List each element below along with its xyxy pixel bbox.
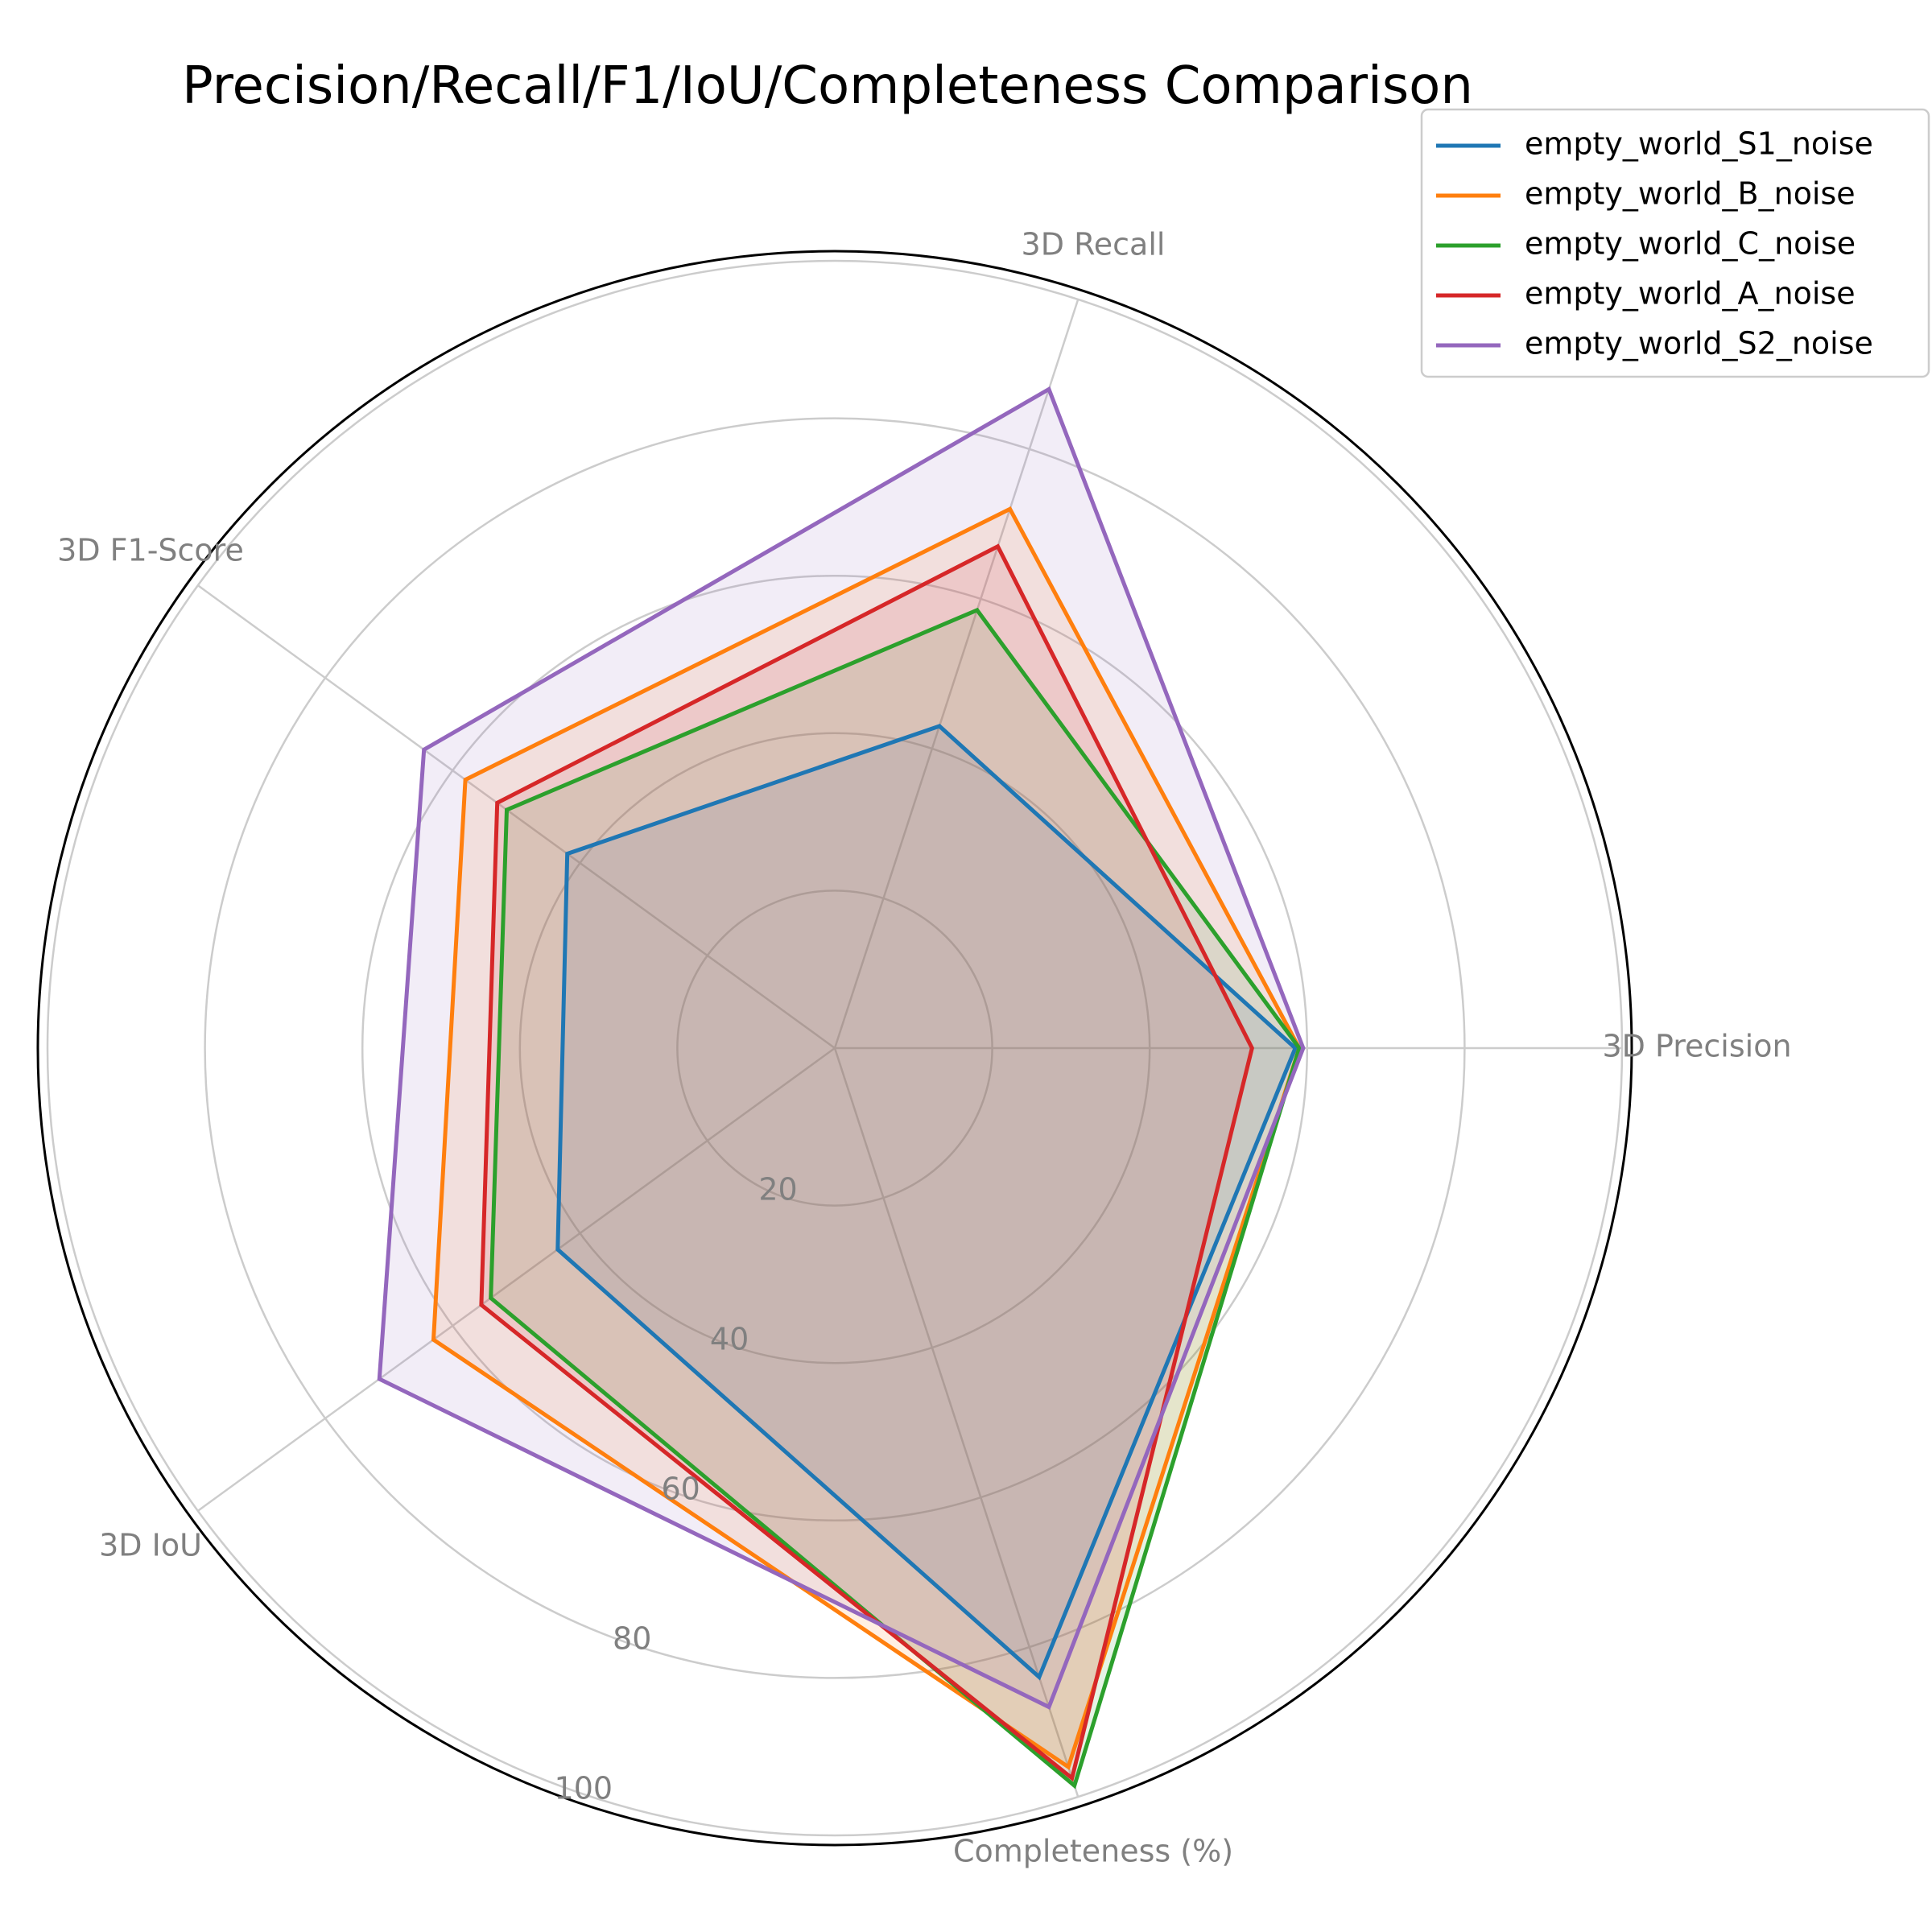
series-line bbox=[479, 543, 1254, 1782]
grid-spoke bbox=[197, 1046, 836, 1512]
series-line bbox=[489, 607, 1302, 1790]
grid-spoke bbox=[833, 1047, 1080, 1798]
axis-label: 3D IoU bbox=[99, 1528, 202, 1563]
legend-label: empty_world_C_noise bbox=[1525, 226, 1856, 262]
series-line bbox=[555, 724, 1298, 1681]
legend-label: empty_world_B_noise bbox=[1525, 176, 1856, 212]
radial-grid bbox=[36, 250, 1633, 1847]
axis-label: 3D Recall bbox=[1022, 227, 1166, 262]
chart-title: Precision/Recall/F1/IoU/Completeness Com… bbox=[182, 56, 1473, 116]
axis-label: Completeness (%) bbox=[953, 1834, 1233, 1869]
legend-label: empty_world_S1_noise bbox=[1525, 126, 1873, 162]
grid-spoke bbox=[833, 299, 1080, 1049]
legend: empty_world_S1_noise empty_world_B_noisee… bbox=[1420, 108, 1930, 378]
radial-tick-label: 20 bbox=[758, 1172, 797, 1208]
radial-tick-label: 40 bbox=[710, 1322, 749, 1357]
axis-label: 3D Precision bbox=[1602, 1029, 1791, 1064]
legend-label: empty_world_A_noise bbox=[1525, 276, 1856, 312]
legend-box bbox=[1420, 108, 1930, 378]
series-fill bbox=[481, 546, 1253, 1778]
series-fill bbox=[490, 609, 1299, 1786]
axis-label: 3D F1-Score bbox=[57, 533, 244, 568]
legend-label: empty_world_S2_noise bbox=[1525, 326, 1873, 361]
radial-tick-label: 60 bbox=[661, 1472, 700, 1507]
radial-tick-label: 100 bbox=[555, 1771, 613, 1806]
series-line bbox=[431, 506, 1302, 1770]
radial-tick-label: 80 bbox=[613, 1621, 651, 1657]
grid-spoke bbox=[197, 584, 836, 1050]
series-lines bbox=[377, 386, 1306, 1790]
series-fill bbox=[379, 389, 1303, 1707]
series-fills bbox=[379, 389, 1303, 1786]
axis-labels: 20 40 60 80 100 3D Precision 3D Recall 3D F1-Sc… bbox=[57, 227, 1791, 1869]
polar-frame bbox=[36, 250, 1633, 1847]
series-fill bbox=[557, 726, 1296, 1678]
series-line bbox=[377, 386, 1306, 1710]
